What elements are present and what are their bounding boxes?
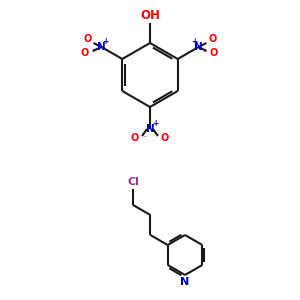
Text: N: N	[180, 277, 190, 287]
Text: O: O	[209, 48, 217, 58]
Text: N: N	[194, 42, 203, 52]
Text: N: N	[97, 42, 106, 52]
Text: Cl: Cl	[127, 177, 139, 187]
Text: ⁻: ⁻	[202, 49, 206, 58]
Text: ⁻: ⁻	[92, 49, 97, 58]
Text: O: O	[161, 133, 169, 143]
Text: OH: OH	[140, 9, 160, 22]
Text: +: +	[152, 119, 158, 128]
Text: O: O	[208, 34, 217, 44]
Text: +: +	[191, 38, 198, 46]
Text: +: +	[102, 38, 109, 46]
Text: O: O	[83, 34, 92, 44]
Text: N: N	[146, 124, 154, 134]
Text: O: O	[131, 133, 139, 143]
Text: ⁻: ⁻	[142, 134, 146, 142]
Text: O: O	[80, 48, 88, 58]
